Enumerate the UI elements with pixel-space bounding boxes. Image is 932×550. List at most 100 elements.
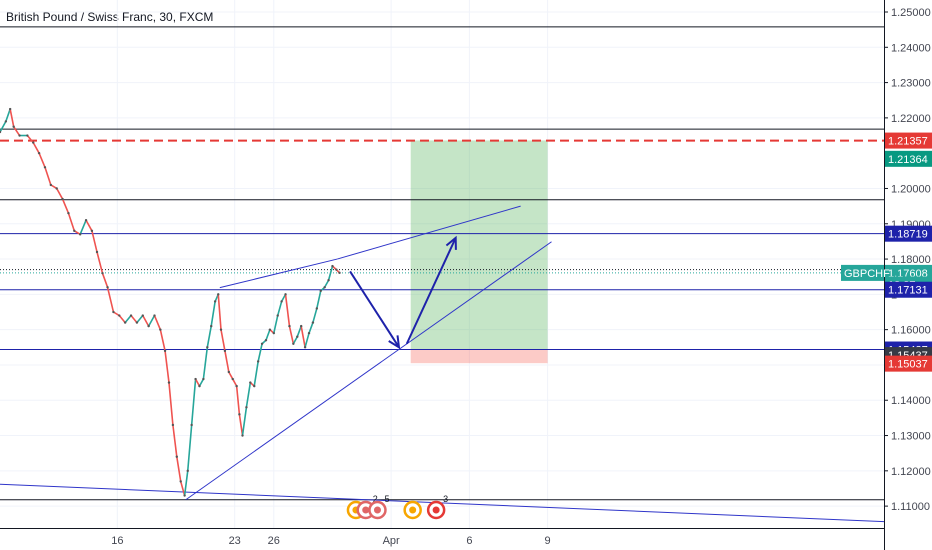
price-tag-bg-5 bbox=[885, 281, 932, 298]
price-segment-4 bbox=[13, 126, 21, 136]
price-point-12 bbox=[67, 211, 70, 215]
profit-zone bbox=[410, 140, 548, 350]
price-point-15 bbox=[84, 219, 88, 222]
horizontal-lines bbox=[0, 26, 884, 501]
price-segment-64 bbox=[292, 336, 298, 345]
price-point-66 bbox=[303, 346, 307, 349]
price-point-27 bbox=[153, 314, 156, 317]
price-segment-26 bbox=[142, 315, 150, 327]
price-point-47 bbox=[231, 377, 234, 381]
price-segment-27 bbox=[147, 315, 156, 327]
price-point-34 bbox=[183, 494, 186, 497]
price-point-10 bbox=[55, 187, 58, 190]
price-point-6 bbox=[32, 141, 35, 144]
price-point-42 bbox=[213, 300, 217, 303]
price-tick-label-13: 1.11000 bbox=[891, 501, 930, 513]
price-point-62 bbox=[288, 324, 291, 328]
price-point-60 bbox=[280, 300, 283, 303]
price-point-64 bbox=[296, 335, 299, 338]
price-tick-label-0: 1.25000 bbox=[891, 7, 931, 19]
price-tick-label-1: 1.24000 bbox=[891, 42, 931, 54]
time-axis[interactable]: 16 23 26 Apr 6 9 bbox=[0, 528, 884, 550]
price-segment-55 bbox=[257, 343, 263, 362]
price-segment-63 bbox=[288, 325, 295, 344]
price-point-8 bbox=[43, 166, 47, 169]
price-segment-32 bbox=[172, 424, 178, 457]
price-point-9 bbox=[49, 183, 53, 187]
price-segment-23 bbox=[124, 315, 132, 324]
price-segment-3 bbox=[9, 108, 15, 127]
price-tick-label-12: 1.12000 bbox=[891, 466, 931, 478]
price-segment-70 bbox=[316, 290, 322, 309]
time-axis-bg bbox=[0, 528, 884, 550]
price-segment-60 bbox=[276, 301, 283, 316]
price-segment-66 bbox=[300, 325, 306, 348]
event-flag-icon-3[interactable] bbox=[403, 500, 422, 520]
price-tag-label-0: 1.21357 bbox=[888, 136, 928, 148]
price-segment-7 bbox=[32, 142, 40, 154]
price-point-39 bbox=[202, 377, 205, 381]
price-point-46 bbox=[227, 370, 231, 374]
time-tick-label-1: 23 bbox=[229, 535, 241, 547]
price-segment-39 bbox=[198, 378, 205, 387]
event-flag-icon-2[interactable]: 5 bbox=[368, 494, 389, 520]
price-point-75 bbox=[338, 271, 341, 275]
price-point-73 bbox=[331, 264, 334, 268]
price-point-11 bbox=[61, 197, 64, 201]
price-tick-label-6: 1.18000 bbox=[891, 254, 931, 266]
time-tick-label-0: 16 bbox=[111, 535, 123, 547]
price-segment-42 bbox=[210, 301, 216, 327]
price-point-31 bbox=[171, 423, 175, 427]
price-segment-11 bbox=[56, 188, 64, 200]
price-point-0 bbox=[0, 130, 2, 134]
trend-line-0 bbox=[219, 258, 338, 289]
price-point-52 bbox=[249, 381, 252, 384]
price-point-2 bbox=[8, 107, 12, 111]
price-point-14 bbox=[78, 233, 82, 236]
arrow-head-1 bbox=[445, 235, 457, 250]
price-segment-1 bbox=[0, 121, 7, 133]
price-segment-65 bbox=[296, 325, 302, 337]
price-segment-2 bbox=[5, 108, 11, 122]
price-segment-9 bbox=[44, 167, 52, 186]
arrow-shaft-1 bbox=[405, 237, 457, 345]
symbol-tag-label: GBPCHF bbox=[844, 268, 890, 280]
price-segment-18 bbox=[96, 251, 104, 274]
price-segment-37 bbox=[190, 378, 197, 426]
price-segment-22 bbox=[118, 315, 126, 324]
position-zones bbox=[410, 140, 548, 364]
arrow-shaft-0 bbox=[349, 270, 400, 348]
price-point-71 bbox=[323, 286, 326, 289]
price-segment-52 bbox=[245, 382, 252, 408]
price-point-44 bbox=[219, 328, 223, 331]
event-dot-4 bbox=[432, 506, 440, 514]
price-point-43 bbox=[217, 293, 220, 296]
chart-title: British Pound / Swiss Franc, 30, FXCM bbox=[6, 10, 214, 24]
price-tick-label-3: 1.22000 bbox=[891, 113, 931, 125]
price-point-55 bbox=[260, 342, 264, 345]
price-tag-label-5: 1.17131 bbox=[888, 285, 928, 297]
price-point-45 bbox=[223, 349, 227, 353]
price-point-7 bbox=[37, 151, 41, 155]
price-point-59 bbox=[276, 314, 279, 317]
price-tick-label-10: 1.14000 bbox=[891, 395, 931, 407]
price-point-17 bbox=[95, 250, 99, 254]
price-segment-28 bbox=[153, 315, 162, 330]
price-tick-label-11: 1.13000 bbox=[891, 431, 931, 443]
trend-line-2 bbox=[185, 241, 552, 501]
price-tags: 1.213571.213641.187191.17608GBPCHF18:271… bbox=[841, 132, 932, 372]
event-flag-icon-4[interactable]: 3 bbox=[426, 494, 448, 520]
price-segment-15 bbox=[79, 219, 87, 235]
price-segment-25 bbox=[136, 315, 144, 324]
time-tick-label-2: 26 bbox=[268, 535, 280, 547]
price-point-72 bbox=[327, 279, 330, 282]
price-point-65 bbox=[299, 324, 303, 328]
price-tag-1: 1.21364 bbox=[885, 150, 932, 167]
price-tag-label-8: 1.15037 bbox=[888, 359, 928, 371]
price-point-37 bbox=[194, 377, 197, 381]
price-segment-19 bbox=[101, 272, 109, 288]
price-segment-30 bbox=[164, 350, 170, 383]
